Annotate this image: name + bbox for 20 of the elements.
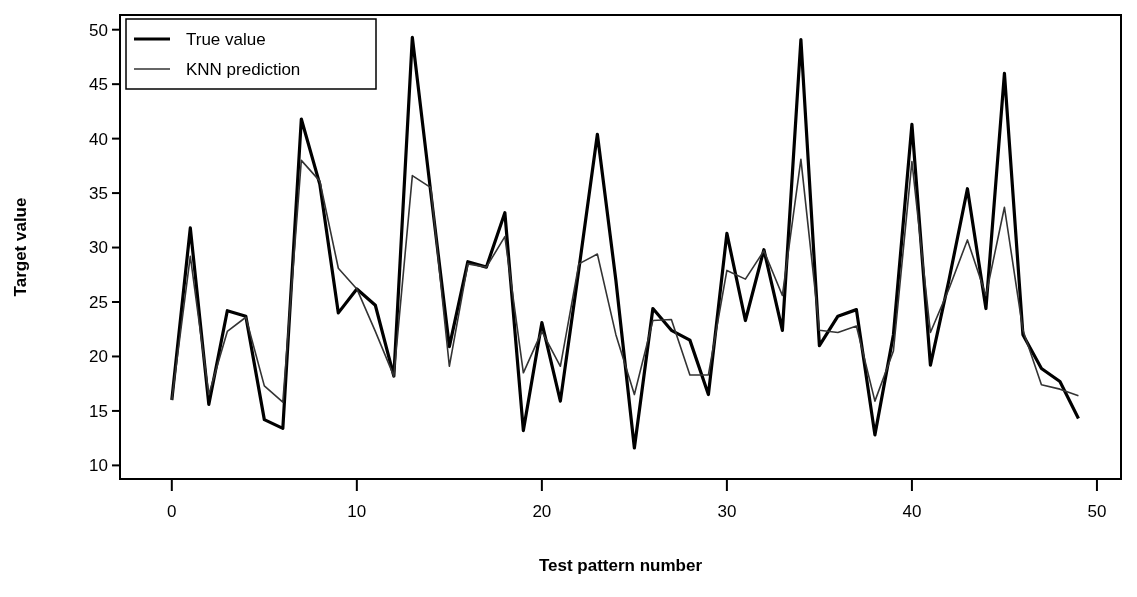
x-tick-label: 20 (532, 502, 552, 521)
y-tick-label: 40 (89, 129, 108, 149)
x-tick-label: 0 (167, 502, 177, 521)
y-tick-label: 20 (89, 347, 108, 367)
y-tick-label: 45 (89, 75, 108, 95)
y-tick-label: 10 (89, 456, 108, 476)
x-axis-title: Test pattern number (538, 556, 703, 575)
x-tick-label: 40 (902, 502, 922, 521)
line-series (171, 158, 1080, 404)
y-tick-label: 50 (89, 20, 108, 40)
y-tick-label: 35 (89, 184, 108, 204)
x-tick-label: 30 (717, 502, 737, 521)
y-axis-title: Target value (11, 197, 30, 297)
y-tick-label: 15 (89, 401, 108, 421)
legend-label: KNN prediction (186, 59, 301, 79)
legend-label: True value (186, 29, 266, 49)
y-tick-label: 25 (89, 292, 108, 312)
x-tick-label: 50 (1087, 502, 1107, 521)
x-tick-label: 10 (347, 502, 367, 521)
y-tick-label: 30 (89, 238, 108, 258)
